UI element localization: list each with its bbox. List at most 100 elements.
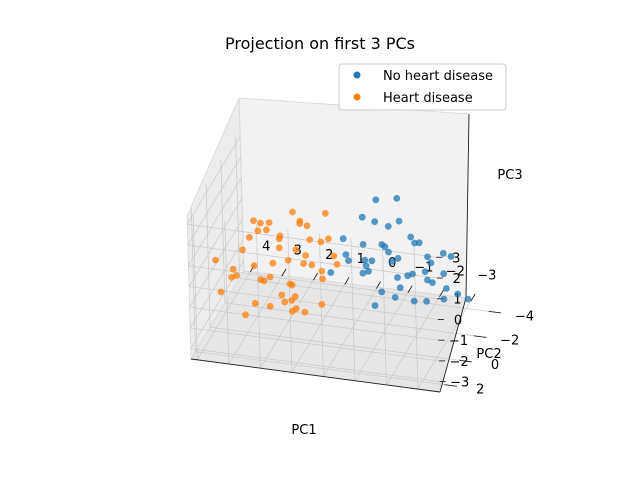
legend-label-no-disease: No heart disease bbox=[383, 69, 493, 84]
point-no-heart-disease bbox=[393, 195, 401, 202]
y-tick bbox=[488, 310, 502, 314]
x-tick-label: −3 bbox=[477, 269, 496, 284]
point-heart-disease bbox=[266, 273, 274, 281]
point-no-heart-disease bbox=[439, 249, 447, 257]
point-no-heart-disease bbox=[378, 288, 386, 296]
z-tick-label: 1 bbox=[453, 293, 461, 308]
y-tick-label: 2 bbox=[476, 383, 484, 398]
point-heart-disease bbox=[250, 217, 257, 225]
point-heart-disease bbox=[275, 244, 283, 252]
x-axis-line bbox=[190, 358, 441, 393]
point-heart-disease bbox=[286, 280, 294, 288]
x-gridline-back bbox=[382, 241, 387, 385]
point-heart-disease bbox=[251, 299, 259, 307]
z-gridline-left bbox=[186, 136, 241, 225]
point-heart-disease bbox=[302, 252, 309, 259]
back-pane bbox=[238, 97, 470, 299]
x-gridline-floor bbox=[260, 280, 314, 369]
point-no-heart-disease bbox=[427, 259, 435, 267]
point-no-heart-disease bbox=[345, 257, 352, 264]
x-tick bbox=[470, 293, 476, 302]
x-gridline-floor bbox=[197, 271, 251, 361]
z-gridline-left bbox=[189, 239, 244, 329]
z-gridline-back bbox=[188, 286, 439, 320]
z-tick-label: −2 bbox=[450, 355, 469, 370]
x-gridline-back bbox=[255, 225, 261, 369]
point-no-heart-disease bbox=[410, 297, 418, 305]
x-tick bbox=[439, 289, 445, 298]
point-no-heart-disease bbox=[362, 262, 370, 270]
point-heart-disease bbox=[288, 297, 296, 304]
point-heart-disease bbox=[266, 302, 274, 310]
x-gridline-floor bbox=[323, 288, 377, 377]
y-tick bbox=[473, 335, 487, 338]
point-no-heart-disease bbox=[391, 294, 399, 301]
point-no-heart-disease bbox=[404, 272, 412, 280]
z-gridline-back bbox=[190, 348, 440, 382]
axis-lines bbox=[190, 113, 470, 393]
gridlines bbox=[186, 135, 502, 390]
point-no-heart-disease bbox=[371, 218, 379, 226]
point-no-heart-disease bbox=[385, 248, 392, 256]
point-no-heart-disease bbox=[454, 290, 462, 298]
x-gridline-floor bbox=[417, 300, 472, 390]
x-tick bbox=[344, 277, 350, 285]
point-heart-disease bbox=[278, 291, 286, 299]
point-heart-disease bbox=[296, 217, 304, 225]
legend-box bbox=[338, 63, 507, 111]
z-tick-label: −1 bbox=[449, 334, 468, 349]
axes-panes bbox=[186, 97, 470, 393]
chart-title: Projection on first 3 PCs bbox=[225, 34, 415, 53]
point-no-heart-disease bbox=[464, 295, 472, 303]
point-heart-disease bbox=[250, 262, 258, 270]
point-heart-disease bbox=[212, 256, 220, 264]
point-heart-disease bbox=[308, 261, 316, 269]
x-tick bbox=[407, 285, 413, 293]
point-no-heart-disease bbox=[407, 233, 415, 241]
point-heart-disease bbox=[318, 301, 326, 308]
point-no-heart-disease bbox=[372, 196, 380, 204]
point-heart-disease bbox=[292, 305, 300, 313]
x-gridline-floor bbox=[354, 292, 409, 381]
z-tick-label: −3 bbox=[450, 376, 469, 391]
point-heart-disease bbox=[276, 232, 284, 240]
z-axis-label: PC3 bbox=[497, 168, 522, 183]
point-heart-disease bbox=[333, 261, 341, 268]
x-axis-label: PC1 bbox=[291, 423, 316, 438]
y-tick-label: −2 bbox=[500, 334, 519, 349]
point-heart-disease bbox=[301, 308, 309, 316]
point-heart-disease bbox=[306, 236, 314, 244]
x-tick bbox=[375, 281, 382, 289]
z-gridline-back bbox=[187, 244, 437, 279]
point-heart-disease bbox=[321, 209, 329, 217]
y-gridline-left bbox=[220, 159, 226, 303]
z-tick-label: 3 bbox=[452, 251, 460, 266]
z-gridline-back bbox=[188, 265, 438, 300]
legend-marker-heart-disease bbox=[353, 93, 361, 101]
point-no-heart-disease bbox=[423, 297, 430, 305]
x-gridline-back bbox=[192, 216, 198, 360]
point-heart-disease bbox=[228, 274, 236, 281]
point-no-heart-disease bbox=[327, 269, 335, 276]
point-heart-disease bbox=[242, 311, 249, 319]
legend-marker-no-disease bbox=[353, 71, 361, 79]
point-no-heart-disease bbox=[384, 223, 392, 230]
point-heart-disease bbox=[254, 227, 262, 235]
y-gridline-left bbox=[191, 208, 196, 352]
point-no-heart-disease bbox=[339, 235, 347, 243]
y-tick-label: −4 bbox=[515, 309, 534, 324]
point-heart-disease bbox=[245, 233, 253, 241]
point-no-heart-disease bbox=[415, 239, 423, 247]
z-tick-label: 0 bbox=[454, 313, 462, 328]
y-gridline-floor bbox=[239, 277, 489, 312]
point-no-heart-disease bbox=[342, 251, 350, 258]
z-gridline-left bbox=[188, 177, 242, 266]
point-heart-disease bbox=[265, 219, 273, 227]
x-gridline-floor bbox=[228, 275, 283, 365]
x-tick-label: 1 bbox=[357, 252, 365, 267]
z-gridline-back bbox=[190, 327, 440, 362]
point-no-heart-disease bbox=[424, 276, 431, 284]
y-tick-label: 0 bbox=[491, 358, 499, 373]
z-gridline-left bbox=[187, 156, 242, 246]
x-tick bbox=[312, 272, 318, 281]
